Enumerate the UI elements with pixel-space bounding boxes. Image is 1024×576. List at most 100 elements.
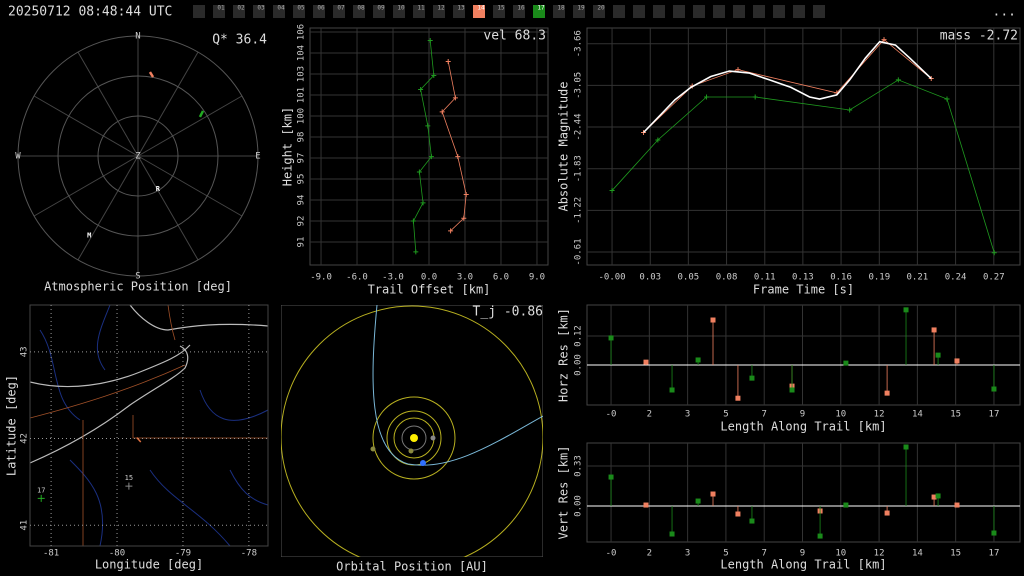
x-tick-label: 15 [950,549,961,559]
point [461,215,467,221]
channel-box [333,5,345,18]
x-tick-label: -0 [606,549,617,559]
point [416,169,422,175]
y-tick-label: 0.33 [574,455,584,477]
point [817,533,823,539]
x-tick-label: -0 [606,410,617,420]
x-tick-label: 14 [912,410,923,420]
orbit-ring [281,305,543,557]
annotation: mass -2.72 [940,29,1018,44]
point [884,390,890,396]
channel-box [713,5,725,18]
channel-label: 20 [597,5,605,12]
channel-box [213,5,225,18]
point [991,386,997,392]
point [455,154,461,160]
channel-box [533,5,545,18]
x-tick-label: 7 [761,410,766,420]
y-tick-label: 0.00 [574,495,584,517]
channel-label: 02 [237,5,245,12]
compass-label: W [15,152,21,162]
point [884,510,890,516]
y-tick-label: -3.66 [574,30,584,57]
timestamp: 20250712 08:48:44 UTC [8,5,172,20]
y-tick-label: -1.83 [574,155,584,182]
point [420,200,426,206]
y-tick-label: 100 [297,108,307,124]
channel-box [733,5,745,18]
x-tick-label: 3 [685,410,690,420]
x-tick-label: 0.21 [907,273,929,283]
channel-box [473,5,485,18]
point [431,72,437,78]
channel-box [613,5,625,18]
meteoroid-orbit [372,305,543,466]
orbit-ring [372,396,456,480]
y-tick-label: 103 [297,66,307,82]
point [643,359,649,365]
menu[interactable]: ... [993,5,1016,20]
point [448,228,454,234]
x-tick-label: 2 [647,410,652,420]
channel-label: 01 [217,5,225,12]
x-tick-label: 0.27 [983,273,1005,283]
x-tick-label: 17 [989,410,1000,420]
channel-box [353,5,365,18]
compass-label: E [255,152,260,162]
x-tick-label: 0.05 [677,273,699,283]
channel-box [673,5,685,18]
x-tick-label: 3.0 [457,273,473,283]
x-tick-label: 6.0 [493,273,509,283]
x-tick-label: 3 [685,549,690,559]
point [752,94,758,100]
y-axis-title: Vert Res [km] [557,446,571,540]
point [735,395,741,401]
x-tick-label: 10 [835,410,846,420]
chart-title: Atmospheric Position [deg] [44,280,232,294]
channel-box [493,5,505,18]
point [881,37,887,43]
channel-label: 16 [517,5,525,12]
point [695,498,701,504]
spoke [33,155,139,217]
channel-label: 12 [437,5,445,12]
spoke [137,155,243,217]
channel-label: 17 [537,5,545,12]
earth [420,460,426,466]
channel-box [273,5,285,18]
x-tick-label: 15 [950,410,961,420]
point [428,154,434,160]
spoke [137,155,199,261]
trace [198,110,205,118]
annotation: vel 68.3 [483,29,546,44]
boundary [30,305,268,546]
point [608,474,614,480]
x-tick-label: 9 [800,549,805,559]
y-tick-label: 104 [297,45,307,61]
x-axis-title: Trail Offset [km] [368,283,491,297]
y-tick-label: -3.05 [574,72,584,99]
orbit-decor [281,305,543,557]
point [418,86,424,92]
plot-frame [29,304,269,547]
x-tick-label: 5 [723,410,728,420]
channel-label: 18 [557,5,565,12]
series-line [611,79,995,253]
x-tick-label: 5 [723,549,728,559]
channel-box [773,5,785,18]
channel-box [373,5,385,18]
y-tick-label: 92 [297,216,307,227]
point [669,531,675,537]
point [413,249,419,255]
x-axis-title: Length Along Trail [km] [720,558,886,572]
channel-label: 05 [297,5,305,12]
compass-label: S [135,272,140,282]
y-axis-title: Absolute Magnitude [557,81,571,211]
x-tick-label: 0.03 [639,273,661,283]
station-label: 15 [125,474,133,482]
y-tick-label: 0.00 [574,354,584,376]
channel-box [573,5,585,18]
point [445,58,451,64]
